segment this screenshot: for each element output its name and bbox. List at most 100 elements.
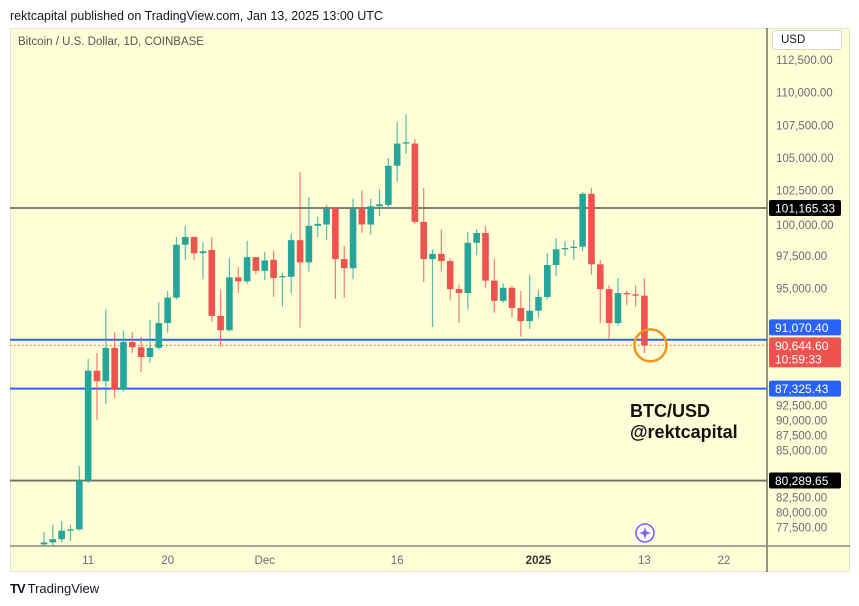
tradingview-logo-text: TradingView [27, 581, 100, 596]
candle-body[interactable] [349, 208, 357, 269]
candle-body[interactable] [287, 240, 295, 277]
candles [40, 114, 648, 546]
candle-body[interactable] [420, 221, 427, 260]
candle-body[interactable] [358, 208, 366, 225]
candle-body[interactable] [217, 315, 224, 331]
candle-body[interactable] [588, 193, 595, 265]
candle-body[interactable] [252, 257, 260, 271]
candle-body[interactable] [508, 287, 516, 309]
candle-body[interactable] [279, 276, 286, 278]
candle-body[interactable] [526, 310, 533, 322]
time-tick-label: 16 [391, 555, 404, 567]
candle-body[interactable] [570, 246, 578, 249]
candle-body[interactable] [40, 542, 48, 545]
candle-body[interactable] [517, 308, 525, 322]
candle-body[interactable] [208, 249, 216, 316]
candle-body[interactable] [129, 342, 136, 348]
level-price-tag-bg [769, 199, 841, 216]
candle-body[interactable] [438, 253, 445, 262]
price-tick-label: 92,500.00 [776, 401, 827, 413]
price-tick-label: 85,000.00 [776, 446, 827, 458]
candle-body[interactable] [579, 193, 586, 247]
candle-body[interactable] [49, 539, 57, 543]
candle-body[interactable] [67, 529, 74, 531]
candle-body[interactable] [296, 240, 304, 263]
candle-body[interactable] [623, 293, 631, 295]
candle-body[interactable] [455, 289, 463, 294]
countdown-label: 10:59:33 [775, 352, 822, 366]
candle-body[interactable] [491, 280, 498, 301]
candle-body[interactable] [332, 208, 339, 260]
candle-body[interactable] [155, 323, 163, 348]
price-tick-label: 90,000.00 [776, 416, 827, 428]
candle-body[interactable] [58, 530, 65, 540]
time-tick-label: Dec [255, 555, 276, 567]
highlight-circle [633, 328, 668, 363]
candle-body[interactable] [367, 206, 375, 225]
candle-body[interactable] [93, 370, 101, 382]
candle-body[interactable] [76, 480, 83, 530]
price-tick-label: 112,500.00 [776, 55, 833, 67]
candle-body[interactable] [632, 294, 639, 296]
price-tick-label: 97,500.00 [776, 251, 827, 263]
candle-body[interactable] [544, 264, 551, 297]
price-tick-label: 77,500.00 [776, 523, 827, 535]
time-tick-label: 13 [638, 555, 651, 567]
candle-body[interactable] [243, 257, 251, 282]
candle-body[interactable] [464, 242, 472, 294]
candle-body[interactable] [314, 223, 322, 226]
candle-body[interactable] [137, 347, 145, 358]
candle-body[interactable] [411, 143, 419, 222]
candle-body[interactable] [120, 342, 127, 390]
time-tick-label: 22 [718, 555, 731, 567]
publisher-line: rektcapital published on TradingView.com… [10, 9, 383, 23]
time-tick-label: 20 [161, 555, 174, 567]
candle-body[interactable] [164, 297, 171, 324]
candle-body[interactable] [482, 232, 489, 281]
candle-body[interactable] [305, 225, 313, 263]
candle-body[interactable] [234, 277, 242, 282]
candle-body[interactable] [102, 347, 110, 382]
candle-body[interactable] [535, 296, 542, 311]
candle-body[interactable] [270, 259, 277, 279]
level-price-tag-bg [769, 319, 841, 336]
level-price-tag: 91,070.40 [775, 321, 829, 335]
candle-body[interactable] [605, 289, 613, 324]
candle-body[interactable] [385, 165, 392, 205]
candle-body[interactable] [614, 293, 622, 324]
candle-body[interactable] [376, 204, 383, 207]
candle-body[interactable] [173, 244, 180, 298]
level-price-tag: 87,325.43 [775, 382, 829, 396]
candle-body[interactable] [393, 143, 401, 166]
last-price-tag-bg [769, 337, 841, 368]
candle-body[interactable] [190, 236, 198, 254]
candle-body[interactable] [84, 370, 92, 481]
candle-body[interactable] [429, 253, 436, 260]
candle-body[interactable] [226, 277, 233, 331]
level-price-tag-bg [769, 380, 841, 397]
candle-body[interactable] [261, 260, 269, 271]
currency-button[interactable]: USD [772, 30, 842, 50]
level-price-tag-bg [769, 472, 841, 489]
time-tick-label: 2025 [526, 555, 552, 567]
candle-body[interactable] [199, 251, 207, 254]
time-tick-label: 11 [82, 555, 94, 567]
candle-body[interactable] [323, 208, 330, 225]
candle-body[interactable] [146, 347, 154, 358]
tradingview-logo[interactable]: TV TradingView [10, 581, 99, 596]
candle-body[interactable] [641, 295, 648, 346]
candle-body[interactable] [181, 236, 189, 245]
candle-body[interactable] [473, 232, 480, 243]
candle-body[interactable] [552, 249, 560, 265]
candle-body[interactable] [596, 264, 604, 290]
level-price-tag: 80,289.65 [775, 474, 829, 488]
candle-body[interactable] [499, 287, 507, 301]
candle-body[interactable] [111, 347, 118, 390]
annotation-line-2: @rektcapital [630, 422, 738, 442]
sparkle-icon-glyph [639, 527, 651, 539]
candle-body[interactable] [340, 259, 348, 269]
candle-body[interactable] [561, 248, 569, 250]
candle-body[interactable] [402, 142, 410, 144]
candle-body[interactable] [446, 261, 454, 290]
